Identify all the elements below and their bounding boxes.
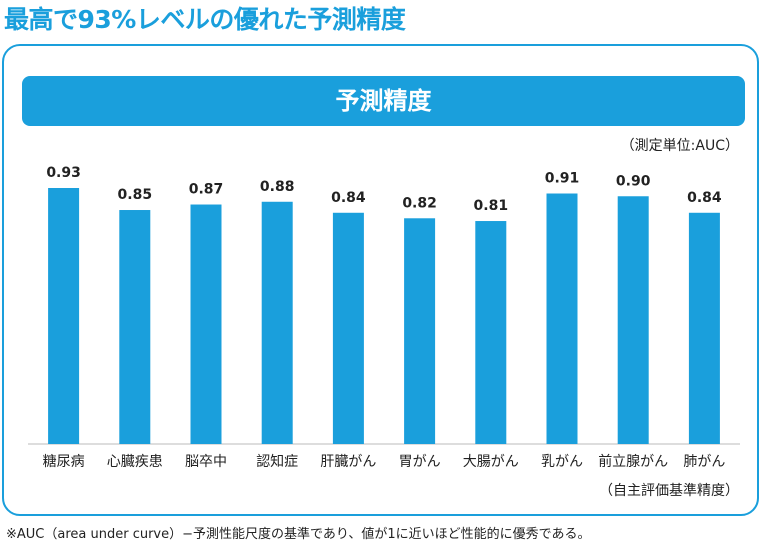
bar-6: [475, 221, 507, 444]
category-label-5: 胃がん: [399, 454, 441, 470]
source-note: （自主評価基準精度）: [599, 483, 739, 499]
chart-title: 予測精度: [22, 76, 745, 126]
footnote: ※AUC（area under curve）−予測性能尺度の基準であり、値が1に…: [6, 527, 591, 542]
category-labels-group: 糖尿病 心臓疾患 脳卒中 認知症 肝臓がん 胃がん 大腸がん 乳がん 前立腺がん 肺がん: [43, 453, 726, 470]
category-label-6: 大腸がん: [463, 454, 519, 470]
category-label-1: 心臓疾患: [107, 454, 163, 470]
category-label-8: 前立腺がん: [598, 453, 668, 470]
bar-5: [404, 218, 436, 444]
bar-4: [332, 212, 364, 444]
category-label-3: 認知症: [256, 453, 298, 470]
bar-0: [48, 188, 80, 444]
value-labels-group: 0.93 0.85 0.87 0.88 0.84 0.82 0.81 0.91 0.90 0.84: [46, 165, 722, 214]
value-label-2: 0.87: [189, 182, 224, 198]
value-label-0: 0.93: [46, 165, 81, 181]
page-headline: 最高で93%レベルの優れた予測精度: [4, 5, 406, 34]
unit-note: （測定単位:AUC）: [620, 138, 739, 154]
bar-7: [546, 193, 578, 444]
bars-group: [48, 188, 720, 444]
value-label-7: 0.91: [545, 171, 580, 187]
value-label-3: 0.88: [260, 179, 295, 195]
value-label-5: 0.82: [402, 195, 437, 211]
category-label-7: 乳がん: [541, 454, 583, 470]
value-label-4: 0.84: [331, 190, 366, 206]
value-label-8: 0.90: [616, 173, 651, 189]
bar-9: [688, 212, 720, 444]
category-label-4: 肝臓がん: [320, 454, 376, 470]
value-label-6: 0.81: [474, 198, 509, 214]
bar-2: [190, 204, 222, 444]
category-label-2: 脳卒中: [185, 454, 227, 470]
category-label-0: 糖尿病: [43, 454, 85, 470]
bar-3: [261, 201, 293, 444]
bar-1: [119, 210, 151, 444]
category-label-9: 肺がん: [683, 454, 725, 470]
value-label-9: 0.84: [687, 190, 722, 206]
bar-8: [617, 196, 649, 444]
value-label-1: 0.85: [118, 187, 153, 203]
